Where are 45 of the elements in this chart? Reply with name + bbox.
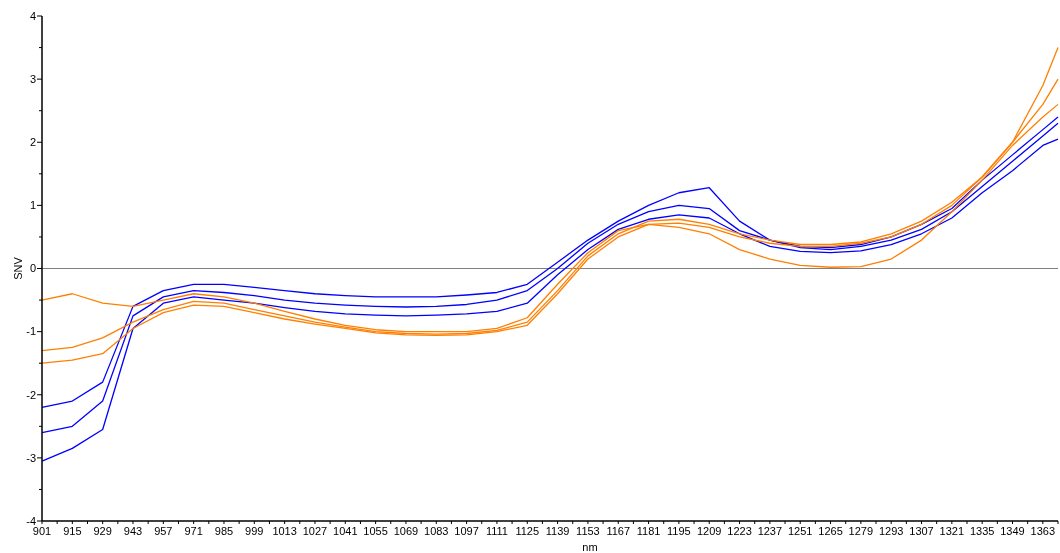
x-tick-label: 1125 bbox=[515, 525, 540, 537]
x-tick-label: 1069 bbox=[393, 525, 419, 537]
x-tick-label: 1041 bbox=[333, 525, 358, 537]
x-tick-label: 1237 bbox=[757, 525, 783, 537]
x-tick-label: 1013 bbox=[272, 525, 297, 537]
x-tick-label: 985 bbox=[214, 525, 234, 537]
x-tick-label: 1083 bbox=[424, 525, 449, 537]
y-tick-label: 1 bbox=[29, 199, 36, 212]
y-tick-label: -2 bbox=[26, 388, 36, 401]
x-tick-label: 1251 bbox=[787, 525, 813, 537]
x-tick-label: 1223 bbox=[727, 525, 752, 537]
x-tick-label: 1321 bbox=[939, 525, 965, 537]
y-tick-label: 4 bbox=[29, 9, 36, 22]
x-tick-label: 1027 bbox=[302, 525, 328, 537]
x-tick-label: 1195 bbox=[667, 525, 691, 537]
x-tick-label: 1111 bbox=[485, 525, 508, 537]
x-tick-label: 1363 bbox=[1030, 525, 1056, 537]
y-tick-label: 2 bbox=[29, 136, 36, 149]
x-tick-label: 1279 bbox=[848, 525, 874, 537]
y-tick-label: -3 bbox=[26, 451, 36, 464]
y-tick-label: 3 bbox=[29, 72, 36, 85]
x-tick-label: 915 bbox=[63, 525, 82, 537]
y-tick-label: 0 bbox=[29, 262, 36, 275]
x-tick-label: 1293 bbox=[878, 525, 904, 537]
x-tick-label: 1139 bbox=[545, 525, 570, 537]
x-tick-label: 929 bbox=[93, 525, 112, 537]
x-tick-label: 1209 bbox=[696, 525, 722, 537]
x-tick-label: 943 bbox=[123, 525, 143, 537]
x-tick-label: 1055 bbox=[363, 525, 388, 537]
y-tick-label: -1 bbox=[26, 325, 36, 338]
x-tick-label: 1265 bbox=[818, 525, 843, 537]
x-tick-label: 1167 bbox=[606, 525, 631, 537]
x-tick-label: 999 bbox=[245, 525, 264, 537]
x-tick-label: 971 bbox=[184, 525, 203, 537]
x-tick-label: 1307 bbox=[909, 525, 934, 537]
y-tick-label: -4 bbox=[26, 514, 36, 527]
x-tick-label: 957 bbox=[154, 525, 173, 537]
x-axis-title: nm bbox=[582, 541, 598, 553]
x-tick-label: 1349 bbox=[1000, 525, 1025, 537]
x-tick-label: 1097 bbox=[454, 525, 479, 537]
x-tick-label: 1181 bbox=[636, 525, 661, 537]
y-axis-title: SNV bbox=[12, 256, 24, 280]
x-tick-label: 1335 bbox=[969, 525, 995, 537]
x-tick-label: 901 bbox=[32, 525, 52, 537]
x-tick-label: 1153 bbox=[576, 525, 600, 537]
